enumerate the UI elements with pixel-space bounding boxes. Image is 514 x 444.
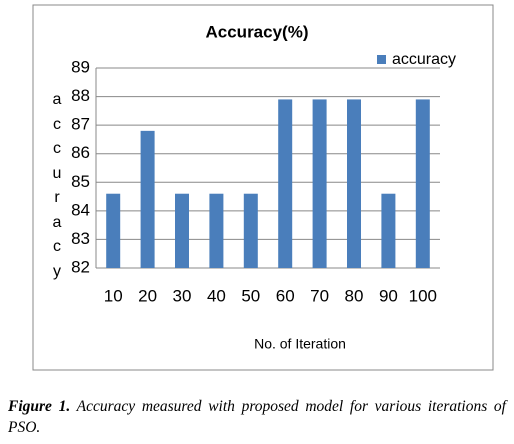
caption-label: Figure 1. bbox=[8, 398, 71, 415]
x-tick-label: 100 bbox=[409, 286, 437, 305]
x-tick-label: 40 bbox=[207, 286, 226, 305]
caption: Figure 1. Accuracy measured with propose… bbox=[8, 396, 506, 438]
x-tick-label: 20 bbox=[138, 286, 157, 305]
x-tick-label: 50 bbox=[241, 286, 260, 305]
y-axis-label: accuracy bbox=[52, 91, 62, 280]
legend-label: accuracy bbox=[392, 51, 456, 68]
bar bbox=[243, 193, 258, 268]
y-tick-label: 89 bbox=[71, 57, 90, 76]
y-tick-label: 86 bbox=[71, 143, 90, 162]
caption-text: Accuracy measured with proposed model fo… bbox=[8, 398, 506, 436]
x-tick-label: 10 bbox=[104, 286, 123, 305]
chart: Accuracy(%) No. of Iteration 82 83 84 85 86 8… bbox=[32, 4, 494, 371]
y-tick-label: 84 bbox=[71, 200, 90, 219]
y-tick-label: 85 bbox=[71, 172, 90, 191]
x-tick-label: 90 bbox=[379, 286, 398, 305]
x-tick-label: 60 bbox=[276, 286, 295, 305]
chart-title: Accuracy(%) bbox=[206, 22, 309, 41]
bar bbox=[106, 193, 121, 268]
bar bbox=[312, 99, 327, 268]
y-tick-label: 82 bbox=[71, 257, 90, 276]
bar bbox=[175, 193, 189, 268]
x-tick-label: 80 bbox=[345, 286, 364, 305]
bar bbox=[140, 130, 155, 268]
bar bbox=[209, 193, 224, 268]
bar bbox=[278, 99, 293, 268]
bar bbox=[415, 99, 430, 268]
x-tick-label: 70 bbox=[310, 286, 329, 305]
bar bbox=[381, 193, 396, 268]
y-tick-label: 88 bbox=[71, 86, 90, 105]
y-tick-label: 87 bbox=[71, 115, 90, 134]
bar bbox=[347, 99, 361, 268]
x-tick-label: 30 bbox=[173, 286, 192, 305]
y-tick-label: 83 bbox=[71, 229, 90, 248]
legend-swatch bbox=[377, 55, 386, 64]
x-axis-label: No. of Iteration bbox=[254, 336, 346, 352]
